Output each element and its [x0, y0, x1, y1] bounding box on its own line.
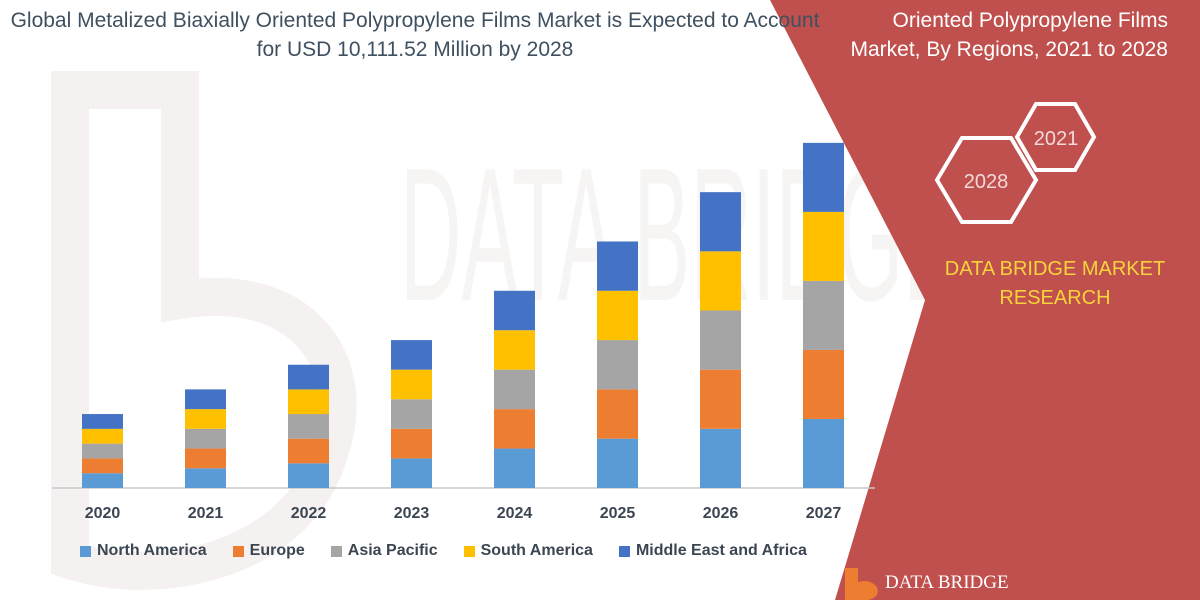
bar-segment-2024-4	[494, 290, 535, 331]
hexagon-icon	[934, 136, 1039, 224]
bar-segment-2023-2	[391, 399, 432, 429]
bar-segment-2026-3	[700, 251, 741, 311]
logo-text: DATA BRIDGE	[885, 572, 1009, 593]
x-tick-label: 2022	[291, 505, 327, 522]
bar-segment-2027-1	[803, 349, 844, 419]
legend-swatch	[330, 545, 342, 557]
bar-segment-2027-2	[803, 280, 844, 350]
side-title: Oriented Polypropylene Films Market, By …	[850, 9, 1168, 61]
legend-label: South America	[480, 542, 593, 559]
legend-item: Europe	[232, 542, 305, 560]
bar-segment-2023-1	[391, 428, 432, 459]
bar-segment-2021-1	[185, 448, 226, 469]
bar-segment-2026-1	[700, 369, 741, 429]
bar-segment-2021-0	[185, 468, 226, 488]
legend-item: South America	[463, 542, 593, 560]
legend-label: Europe	[249, 542, 305, 559]
bar-segment-2020-2	[82, 443, 123, 459]
legend-item: North America	[80, 542, 207, 560]
bar-segment-2024-1	[494, 409, 535, 449]
bar-segment-2027-0	[803, 418, 844, 488]
chart-title: Global Metalized Biaxially Oriented Poly…	[10, 9, 820, 61]
bar-segment-2022-2	[288, 414, 329, 439]
bar-segment-2020-4	[82, 414, 123, 429]
bar-segment-2025-3	[597, 290, 638, 341]
bar-segment-2022-3	[288, 389, 329, 415]
watermark-b-shape	[51, 71, 357, 590]
bar-segment-2021-2	[185, 428, 226, 449]
hexagon-icon	[1014, 102, 1097, 172]
chart-legend: North America Europe Asia Pacific South Ame…	[80, 541, 807, 561]
x-tick-label: 2021	[188, 505, 224, 522]
bar-segment-2026-0	[700, 428, 741, 488]
legend-item: Asia Pacific	[330, 542, 438, 560]
bar-segment-2023-4	[391, 340, 432, 370]
bar-segment-2020-3	[82, 428, 123, 444]
legend-label: North America	[97, 542, 207, 559]
x-tick-label: 2023	[394, 505, 430, 522]
bar-segment-2025-1	[597, 389, 638, 439]
legend-label: Middle East and Africa	[635, 542, 807, 559]
brand-name: DATA BRIDGE MARKET RESEARCH	[944, 258, 1166, 309]
x-tick-label: 2020	[85, 505, 121, 522]
bar-segment-2023-0	[391, 458, 432, 488]
x-tick-label: 2026	[703, 505, 739, 522]
badge-2021: 2021	[1014, 102, 1097, 172]
legend-swatch	[80, 545, 91, 557]
x-tick-label: 2024	[497, 505, 533, 522]
legend-swatch	[463, 545, 475, 557]
bar-segment-2021-3	[185, 409, 226, 429]
bar-segment-2024-0	[494, 448, 535, 488]
badge-2021-label: 2021	[1034, 128, 1079, 150]
bar-segment-2025-0	[597, 438, 638, 488]
bar-segment-2027-3	[803, 211, 844, 281]
bar-segment-2026-2	[700, 310, 741, 370]
bar-segment-2021-4	[185, 389, 226, 410]
bar-segment-2022-0	[288, 463, 329, 488]
x-tick-label: 2027	[806, 505, 842, 522]
x-tick-label: 2025	[600, 505, 636, 522]
badge-2028: 2028	[934, 136, 1039, 224]
bar-segment-2024-3	[494, 330, 535, 370]
badge-2028-label: 2028	[964, 171, 1009, 193]
bar-segment-2022-4	[288, 364, 329, 390]
legend-swatch	[232, 545, 244, 557]
right-panel	[770, 0, 1200, 600]
logo-b-icon	[845, 568, 878, 600]
bar-segment-2025-4	[597, 241, 638, 291]
bar-segment-2025-2	[597, 340, 638, 390]
bar-segment-2020-1	[82, 458, 123, 474]
bar-segment-2026-4	[700, 192, 741, 252]
bar-segment-2027-4	[803, 142, 844, 212]
brand-logo: DATA BRIDGE	[845, 568, 1009, 600]
legend-label: Asia Pacific	[347, 542, 438, 559]
bar-segment-2020-0	[82, 473, 123, 488]
bar-segment-2023-3	[391, 369, 432, 400]
legend-item: Middle East and Africa	[618, 542, 807, 560]
bar-segment-2024-2	[494, 369, 535, 410]
bar-segment-2022-1	[288, 438, 329, 464]
stacked-bar-chart: 2020 2021 2022 2023 2024 2025 2026 2027	[52, 142, 875, 522]
legend-swatch	[618, 545, 630, 557]
